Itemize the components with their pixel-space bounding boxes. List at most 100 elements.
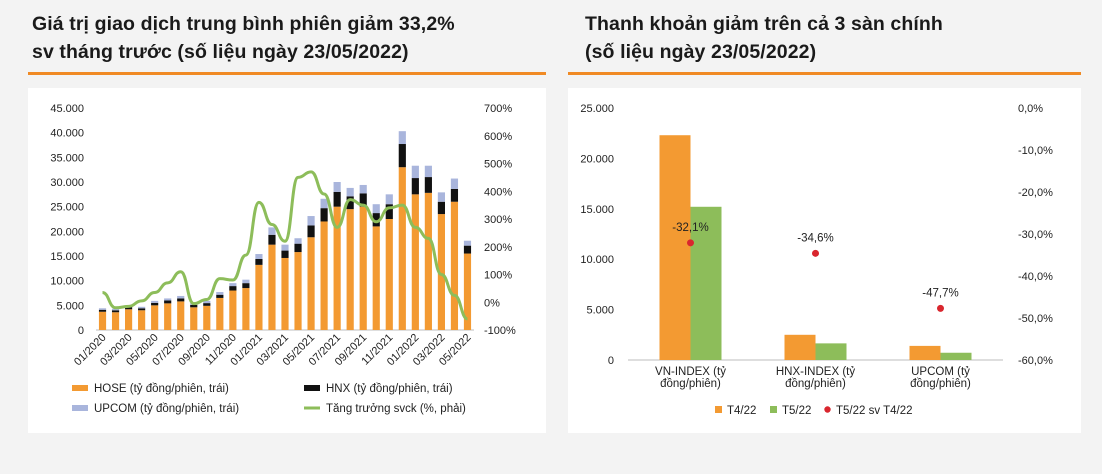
bar-upcom <box>242 279 250 284</box>
bar-hose <box>385 219 393 330</box>
legend-swatch <box>72 405 88 411</box>
bar-hnx <box>268 234 276 245</box>
legend-swatch <box>72 385 88 391</box>
bar-hnx <box>111 310 120 313</box>
bar-upcom <box>398 131 406 145</box>
bar-hnx <box>294 243 302 253</box>
bar-upcom <box>411 165 419 179</box>
bar-upcom <box>333 182 341 192</box>
y-right-tick-label: 200% <box>484 242 512 254</box>
bar-hose <box>268 244 276 330</box>
x-category-label: đồng/phiên) <box>910 378 971 390</box>
bar-upcom <box>346 187 354 197</box>
y-right-tick-label: 500% <box>484 159 512 171</box>
bar-hose <box>125 309 133 330</box>
legend-label: T4/22 <box>727 405 756 417</box>
x-category-label: VN-INDEX (tỷ <box>655 366 726 378</box>
bar-upcom <box>164 298 172 301</box>
y-right-tick-label: -40,0% <box>1018 271 1053 283</box>
x-category-label: UPCOM (tỷ <box>911 366 970 378</box>
point-t5-vs-t4 <box>812 249 819 257</box>
bar-hose <box>190 307 198 330</box>
bar-hnx <box>190 304 198 308</box>
y-right-tick-label: -30,0% <box>1018 229 1053 241</box>
right-chart-svg: 0 5.000 10.000 15.000 20.000 25.000 -60,0% -50,… <box>580 103 1053 417</box>
y-right-tick-label: 700% <box>484 103 512 115</box>
y-right-tick-label: 0% <box>484 297 500 309</box>
bar-t4-22 <box>784 334 816 360</box>
right-accent-line <box>568 72 1081 75</box>
y-right-tick-label: -10,0% <box>1018 145 1053 157</box>
y-left-tick-label: 10.000 <box>580 254 614 266</box>
left-title-line2: sv tháng trước (số liệu ngày 23/05/2022) <box>32 41 409 63</box>
y-left-tick-label: 10.000 <box>50 276 84 288</box>
bar-upcom <box>111 308 120 311</box>
bar-hnx <box>229 286 237 291</box>
bar-t5-22 <box>940 352 972 360</box>
bar-hose <box>98 311 107 330</box>
point-t5-vs-t4 <box>687 239 694 247</box>
x-category-label: HNX-INDEX (tỷ <box>776 366 855 378</box>
legend-label: T5/22 <box>782 405 811 417</box>
bar-upcom <box>203 300 211 304</box>
x-category-label: đồng/phiên) <box>660 378 721 390</box>
bar-upcom <box>385 194 393 205</box>
y-left-tick-label: 15.000 <box>580 204 614 216</box>
bar-upcom <box>359 184 367 194</box>
legend-swatch <box>824 406 831 413</box>
y-left-tick-label: 35.000 <box>50 152 84 164</box>
y-left-tick-label: 5.000 <box>56 300 84 312</box>
legend-label: HOSE (tỷ đồng/phiên, trái) <box>94 383 229 395</box>
bar-hnx <box>307 225 315 238</box>
bar-upcom <box>463 240 472 246</box>
y-left-tick-label: 40.000 <box>50 128 84 140</box>
bar-hose <box>359 206 367 330</box>
bar-upcom <box>424 165 432 178</box>
y-left-tick-label: 25.000 <box>50 202 84 214</box>
bar-hose <box>203 305 211 330</box>
bar-hose <box>333 206 341 330</box>
bar-hose <box>320 221 328 330</box>
bar-upcom <box>151 300 159 303</box>
bar-t4-22 <box>659 135 691 360</box>
bar-hose <box>398 167 406 330</box>
right-title-line2: (số liệu ngày 23/05/2022) <box>585 41 817 63</box>
y-right-tick-label: -100% <box>484 325 516 337</box>
bar-hose <box>177 301 185 330</box>
bar-upcom <box>281 244 289 251</box>
right-chart-title: Thanh khoản giảm trên cả 3 sàn chính (số… <box>585 10 1085 66</box>
bar-hose <box>111 312 120 330</box>
legend-swatch <box>304 385 320 391</box>
bar-hnx <box>411 178 419 195</box>
left-accent-line <box>28 72 546 75</box>
bar-upcom <box>229 283 237 287</box>
bar-upcom <box>320 198 328 209</box>
bar-upcom <box>294 238 302 244</box>
bar-hose <box>229 290 237 330</box>
bar-upcom <box>450 178 459 189</box>
bar-hose <box>372 226 380 330</box>
bar-hose <box>255 264 263 330</box>
bar-hose <box>138 310 146 330</box>
data-label: -32,1% <box>672 222 708 234</box>
bar-hnx <box>398 144 406 168</box>
legend-label: UPCOM (tỷ đồng/phiên, trái) <box>94 403 239 415</box>
left-chart-title: Giá trị giao dịch trung bình phiên giảm … <box>32 10 552 66</box>
y-left-tick-label: 5.000 <box>586 305 614 317</box>
y-right-tick-label: 100% <box>484 270 512 282</box>
bar-hnx <box>177 298 185 302</box>
bar-hnx <box>437 201 445 215</box>
bar-hose <box>450 201 459 330</box>
bar-hose <box>411 194 419 330</box>
y-left-tick-label: 0 <box>78 325 84 337</box>
bar-hose <box>242 288 250 330</box>
bar-hnx <box>242 283 250 289</box>
bar-upcom <box>307 216 315 226</box>
y-left-tick-label: 20.000 <box>50 226 84 238</box>
y-right-tick-label: 600% <box>484 131 512 143</box>
left-chart-svg: 0 5.000 10.000 15.000 20.000 25.000 30.000 35.0… <box>50 103 516 415</box>
bar-hnx <box>372 213 380 227</box>
bar-upcom <box>437 192 445 202</box>
bar-hnx <box>98 309 107 312</box>
bar-hnx <box>151 302 159 306</box>
